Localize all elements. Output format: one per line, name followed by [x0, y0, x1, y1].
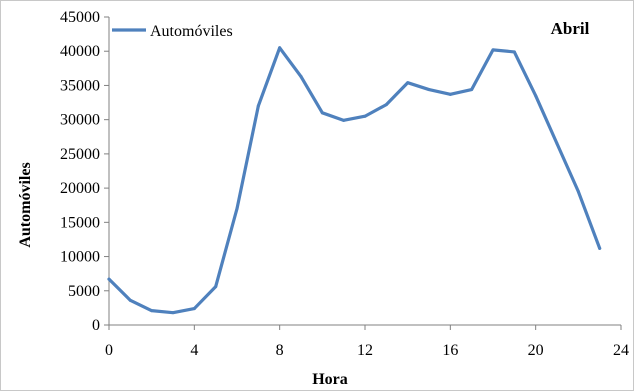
y-tick-label: 10000 [60, 249, 100, 266]
legend: Automóviles [112, 23, 233, 40]
data-point [470, 88, 474, 92]
data-point [235, 207, 239, 211]
x-axis-ticks: 0 4 8 12 16 20 24 [105, 325, 629, 359]
panel-label: Abril [551, 19, 590, 38]
data-point [150, 309, 154, 313]
y-tick-label: 45000 [60, 9, 100, 26]
data-point [107, 277, 111, 281]
y-tick-label: 25000 [60, 146, 100, 163]
y-tick-label: 40000 [60, 43, 100, 60]
data-point [448, 92, 452, 96]
series-layer [107, 46, 602, 315]
x-tick-label: 8 [276, 342, 284, 359]
x-tick-label: 4 [190, 342, 198, 359]
x-tick-label: 20 [528, 342, 544, 359]
x-tick-label: 0 [105, 342, 113, 359]
data-point [576, 190, 580, 194]
y-tick-label: 35000 [60, 77, 100, 94]
data-point [363, 114, 367, 118]
y-tick-label: 0 [92, 317, 100, 334]
data-point [192, 307, 196, 311]
data-point [534, 94, 538, 98]
y-tick-label: 30000 [60, 112, 100, 129]
data-point [128, 298, 132, 302]
data-point [214, 285, 218, 289]
data-point [171, 311, 175, 315]
data-point [342, 118, 346, 122]
data-point [406, 81, 410, 85]
series-line [107, 46, 602, 315]
y-tick-label: 5000 [68, 283, 100, 300]
data-point [299, 75, 303, 79]
y-tick-label: 20000 [60, 180, 100, 197]
y-axis-title: Automóviles [17, 162, 34, 247]
data-point [384, 103, 388, 107]
x-tick-label: 16 [442, 342, 458, 359]
legend-label: Automóviles [150, 23, 233, 40]
x-tick-label: 24 [613, 342, 629, 359]
data-point [256, 104, 260, 108]
data-point [427, 88, 431, 92]
data-point [555, 142, 559, 146]
x-axis-title: Hora [312, 371, 348, 388]
data-point [598, 246, 602, 250]
axes [108, 17, 621, 326]
y-axis-ticks: 0 5000 10000 15000 20000 25000 30000 35000 40000… [60, 9, 109, 334]
data-point [491, 48, 495, 52]
data-point [512, 50, 516, 54]
data-point [278, 46, 282, 50]
data-point [320, 111, 324, 115]
y-tick-label: 15000 [60, 214, 100, 231]
x-tick-label: 12 [357, 342, 373, 359]
